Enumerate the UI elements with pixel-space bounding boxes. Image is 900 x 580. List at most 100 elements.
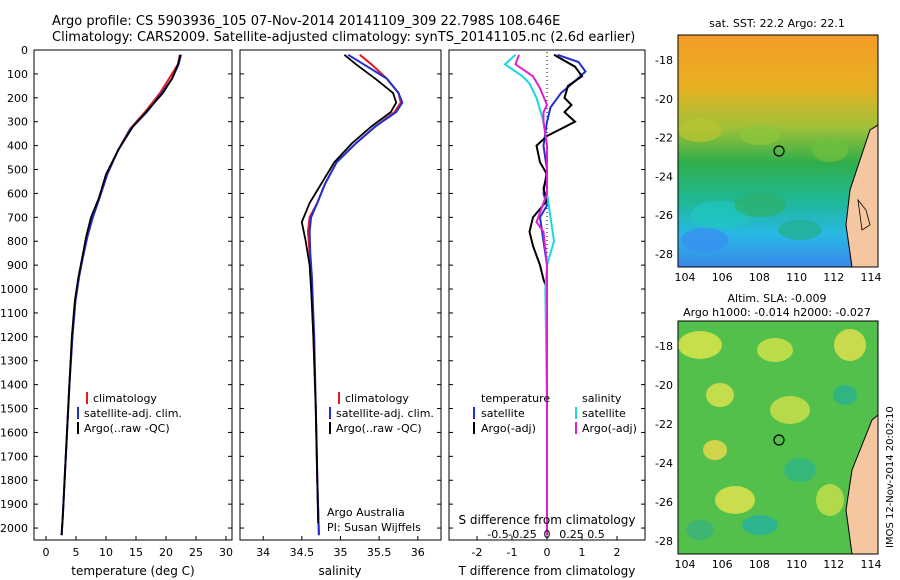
series-line-climatology [306, 54, 402, 536]
series-line-satellite-adj-clim- [60, 54, 182, 536]
sla-patch [834, 329, 866, 361]
sst-lat-label: -28 [655, 248, 673, 261]
legend-label-climatology: climatology [345, 392, 409, 405]
difference-series [503, 52, 587, 538]
sla-lon-label: 112 [823, 558, 844, 571]
sst-patches [678, 118, 848, 252]
sst-lon-label: 112 [823, 271, 844, 284]
sla-lat-label: -26 [655, 496, 673, 509]
sla-lon-label: 106 [712, 558, 733, 571]
sla-argo-position-marker [773, 434, 785, 446]
sla-patch [757, 338, 793, 362]
sst-patch [678, 118, 722, 142]
sst-lat-label: -20 [655, 93, 673, 106]
sla-lon-label: 104 [675, 558, 696, 571]
sla-patch [703, 440, 727, 460]
sla-lat-label: -18 [655, 340, 673, 353]
header-line-1: Argo profile: CS 5903936_105 07-Nov-2014… [52, 14, 561, 29]
sla-patch [770, 396, 810, 424]
sst-map-frame [677, 34, 879, 268]
depth-tick-label: 1900 [0, 498, 28, 511]
sst-patch [812, 138, 848, 162]
sst-lat-label: -24 [655, 170, 673, 183]
sla-patch [715, 486, 755, 514]
depth-tick-label: 400 [7, 140, 28, 153]
axis-ticks: 0100200300400500600700800900100011001200… [0, 44, 882, 571]
depth-tick-label: 900 [7, 259, 28, 272]
sla-patch [686, 520, 714, 540]
temperature-axis-label: temperature (deg C) [71, 564, 194, 578]
sst-map-title: sat. SST: 22.2 Argo: 22.1 [709, 17, 845, 30]
sst-coastline [845, 124, 878, 267]
depth-tick-label: 300 [7, 116, 28, 129]
depth-tick-label: 1700 [0, 450, 28, 463]
sst-map [678, 35, 878, 267]
sst-lat-label: -18 [655, 54, 673, 67]
depth-tick-label: 800 [7, 235, 28, 248]
temperature-legend: climatology satellite-adj. clim. Argo(..… [77, 392, 182, 435]
legend-label-argo: Argo(..raw -QC) [336, 422, 422, 435]
sst-patch [681, 228, 729, 252]
sst-lat-label: -22 [655, 132, 673, 145]
t-difference-tick-label: 2 [614, 546, 621, 559]
legend-label-sal-satellite: satellite [582, 407, 626, 420]
salinity-tick-label: 35 [334, 546, 348, 559]
depth-tick-label: 100 [7, 68, 28, 81]
temperature-tick-label: 30 [219, 546, 233, 559]
depth-tick-label: 1300 [0, 355, 28, 368]
series-line-argo-raw-qc- [300, 54, 398, 524]
legend-label-sal-argo: Argo(-adj) [582, 422, 637, 435]
depth-tick-label: 1000 [0, 283, 28, 296]
depth-tick-label: 200 [7, 92, 28, 105]
salinity-tick-label: 35.5 [367, 546, 392, 559]
series-line-salinity-argo-adj- [514, 54, 549, 536]
sla-lat-label: -20 [655, 379, 673, 392]
sla-lat-label: -22 [655, 418, 673, 431]
series-line-climatology [60, 54, 181, 536]
depth-tick-label: 0 [21, 44, 28, 57]
sla-lat-label: -24 [655, 457, 673, 470]
salinity-series [300, 53, 404, 536]
sst-lat-label: -26 [655, 209, 673, 222]
temperature-tick-label: 0 [43, 546, 50, 559]
temperature-plot-frame [33, 49, 233, 541]
temperature-series [60, 54, 182, 536]
s-difference-tick-label: -0.5 [487, 528, 508, 541]
sla-patch [742, 515, 778, 535]
salinity-tick-label: 34 [256, 546, 270, 559]
legend-label-satellite: satellite-adj. clim. [336, 407, 434, 420]
sla-map-frame [677, 320, 879, 555]
depth-tick-label: 2000 [0, 522, 28, 535]
legend-label-satellite: satellite-adj. clim. [84, 407, 182, 420]
t-difference-axis-label: T difference from climatology [458, 564, 636, 578]
depth-tick-label: 600 [7, 187, 28, 200]
salinity-axis-label: salinity [318, 564, 361, 578]
t-difference-tick-label: 1 [579, 546, 586, 559]
sla-lat-label: -28 [655, 535, 673, 548]
salinity-tick-label: 34.5 [290, 546, 315, 559]
depth-tick-label: 1600 [0, 426, 28, 439]
legend-title-temperature: temperature [481, 392, 550, 405]
legend-label-argo: Argo(..raw -QC) [84, 422, 170, 435]
annotation-line-2: PI: Susan Wijffels [327, 521, 421, 534]
series-line-satellite-adj-clim- [308, 53, 404, 536]
s-difference-tick-label: 0.5 [587, 528, 605, 541]
temperature-tick-label: 10 [99, 546, 113, 559]
legend-label-temp-satellite: satellite [481, 407, 525, 420]
depth-tick-label: 1100 [0, 307, 28, 320]
difference-legend: temperature satellite Argo(-adj) salinit… [473, 392, 637, 435]
depth-tick-label: 700 [7, 211, 28, 224]
depth-tick-label: 500 [7, 164, 28, 177]
sla-patch [784, 458, 816, 482]
sst-patch [778, 220, 822, 240]
sst-lon-label: 108 [749, 271, 770, 284]
depth-tick-label: 1400 [0, 379, 28, 392]
sla-patch [816, 484, 844, 516]
temperature-tick-label: 5 [73, 546, 80, 559]
sla-map [678, 321, 878, 554]
legend-title-salinity: salinity [582, 392, 622, 405]
depth-tick-label: 1200 [0, 331, 28, 344]
sst-island [857, 198, 871, 231]
sst-lon-label: 106 [712, 271, 733, 284]
